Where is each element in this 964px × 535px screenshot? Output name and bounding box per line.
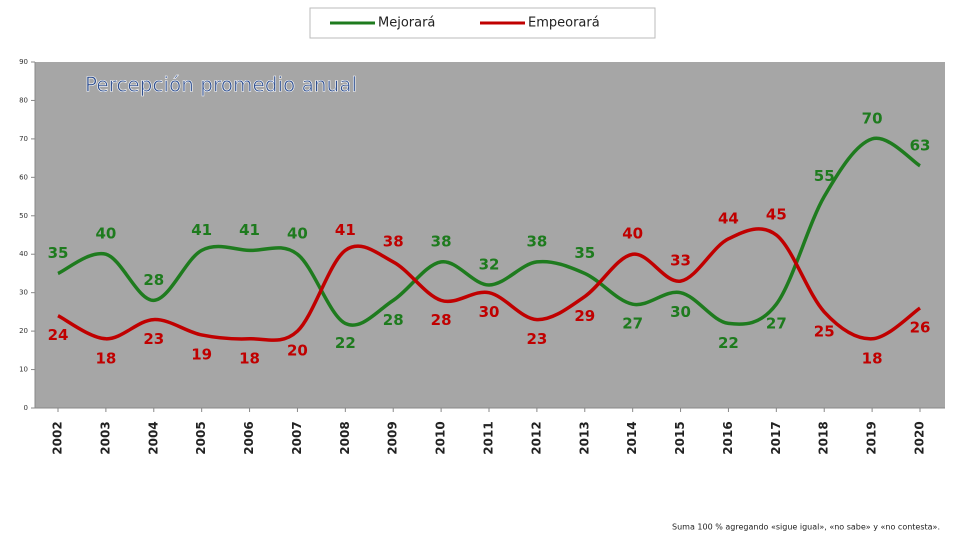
x-tick-label: 2020 [913, 421, 927, 454]
x-tick-label: 2013 [577, 421, 591, 454]
x-tick-label: 2004 [146, 421, 160, 454]
data-label: 40 [287, 225, 308, 243]
y-tick-label: 20 [19, 327, 28, 335]
x-tick-label: 2016 [721, 421, 735, 454]
x-tick-label: 2006 [242, 421, 256, 454]
data-label: 38 [383, 232, 404, 250]
y-tick-label: 50 [19, 212, 28, 220]
data-label: 35 [574, 244, 595, 262]
data-label: 55 [814, 167, 835, 185]
data-label: 18 [239, 349, 260, 367]
y-tick-label: 90 [19, 58, 28, 66]
data-label: 27 [766, 315, 787, 333]
y-tick-label: 40 [19, 250, 28, 258]
data-label: 40 [622, 225, 643, 243]
data-label: 41 [239, 221, 260, 239]
page: {"chart_data": {"type": "line", "title":… [0, 0, 964, 535]
data-label: 23 [143, 330, 164, 348]
data-label: 18 [95, 349, 116, 367]
y-tick-label: 60 [19, 173, 28, 181]
x-tick-label: 2002 [51, 421, 65, 454]
data-label: 25 [814, 322, 835, 340]
legend-label: Empeorará [528, 16, 600, 31]
y-tick-label: 70 [19, 135, 28, 143]
x-tick-label: 2005 [194, 421, 208, 454]
data-label: 32 [479, 255, 500, 273]
y-tick-label: 80 [19, 96, 28, 104]
x-tick-label: 2011 [482, 421, 496, 454]
chart-title: Percepción promedio anual [85, 73, 357, 97]
y-tick-label: 0 [24, 404, 28, 412]
data-label: 38 [431, 232, 452, 250]
y-tick-label: 30 [19, 289, 28, 297]
x-tick-label: 2010 [434, 421, 448, 454]
data-label: 63 [910, 136, 931, 154]
data-label: 29 [574, 307, 595, 325]
data-label: 28 [431, 311, 452, 329]
data-label: 41 [191, 221, 212, 239]
chart: Percepción promedio anual Suma 100 % agr… [0, 0, 964, 535]
data-label: 44 [718, 209, 739, 227]
data-label: 30 [479, 303, 500, 321]
data-label: 40 [95, 225, 116, 243]
data-label: 23 [526, 330, 547, 348]
data-label: 30 [670, 303, 691, 321]
data-label: 22 [718, 334, 739, 352]
data-label: 41 [335, 221, 356, 239]
data-label: 28 [383, 311, 404, 329]
data-label: 27 [622, 315, 643, 333]
x-tick-label: 2012 [529, 421, 543, 454]
data-label: 18 [862, 349, 883, 367]
x-tick-label: 2018 [817, 421, 831, 454]
x-tick-label: 2003 [98, 421, 112, 454]
data-label: 38 [526, 232, 547, 250]
data-label: 26 [910, 319, 931, 337]
data-label: 35 [48, 244, 69, 262]
y-tick-label: 10 [19, 366, 28, 374]
x-tick-label: 2009 [386, 421, 400, 454]
x-tick-label: 2014 [625, 421, 639, 454]
legend-label: Mejorará [378, 16, 435, 31]
data-label: 22 [335, 334, 356, 352]
data-label: 45 [766, 206, 787, 224]
x-tick-label: 2017 [769, 421, 783, 454]
x-tick-label: 2007 [290, 421, 304, 454]
data-label: 70 [862, 109, 883, 127]
data-label: 24 [48, 326, 69, 344]
footnote: Suma 100 % agregando «sigue igual», «no … [672, 523, 940, 532]
x-tick-label: 2015 [673, 421, 687, 454]
data-label: 20 [287, 342, 308, 360]
x-tick-label: 2019 [865, 421, 879, 454]
data-label: 28 [143, 271, 164, 289]
data-label: 19 [191, 345, 212, 363]
data-label: 33 [670, 252, 691, 270]
x-tick-label: 2008 [338, 421, 352, 454]
